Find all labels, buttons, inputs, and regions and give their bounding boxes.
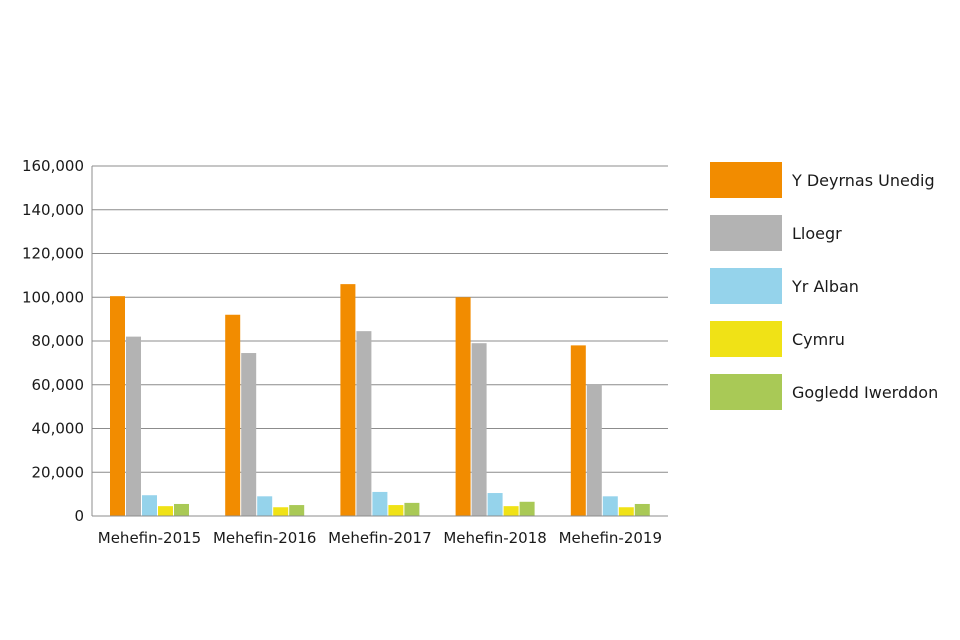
bar — [455, 297, 471, 516]
gridlines — [92, 165, 668, 473]
legend: Y Deyrnas Unedig Lloegr Yr Alban Cymru Gogle… — [710, 162, 938, 427]
y-axis-tick-labels: 0 20,000 40,000 60,000 80,000 100,000 120,000 1… — [22, 157, 84, 525]
bar — [225, 314, 241, 516]
legend-swatch — [710, 215, 782, 251]
bar — [602, 496, 618, 516]
bar — [471, 343, 487, 516]
bar — [586, 384, 602, 516]
y-tick-label: 0 — [74, 507, 84, 525]
legend-item: Gogledd Iwerddon — [710, 374, 938, 410]
legend-label: Lloegr — [792, 223, 842, 243]
bar — [404, 502, 420, 516]
legend-swatch — [710, 374, 782, 410]
bar — [273, 507, 289, 516]
x-tick-label: Mehefin-2017 — [328, 529, 431, 547]
legend-item: Cymru — [710, 321, 938, 357]
y-tick-label: 60,000 — [32, 376, 85, 394]
legend-swatch — [710, 268, 782, 304]
legend-swatch — [710, 321, 782, 357]
bar — [356, 331, 372, 516]
y-tick-label: 80,000 — [32, 332, 85, 350]
bar — [110, 296, 125, 516]
y-tick-label: 40,000 — [32, 420, 85, 438]
bar — [241, 353, 257, 516]
x-tick-label: Mehefin-2018 — [443, 529, 546, 547]
legend-label: Cymru — [792, 329, 845, 349]
bar — [142, 495, 157, 516]
bar — [487, 493, 503, 516]
legend-label: Gogledd Iwerddon — [792, 382, 939, 402]
y-tick-label: 160,000 — [22, 157, 84, 175]
legend-item: Lloegr — [710, 215, 938, 251]
x-axis-category-labels: Mehefin-2015 Mehefin-2016 Mehefin-2017 Mehe… — [98, 529, 662, 547]
x-tick-label: Mehefin-2015 — [98, 529, 201, 547]
bar — [340, 284, 356, 516]
legend-item: Yr Alban — [710, 268, 938, 304]
bar — [126, 336, 141, 516]
bar — [289, 505, 305, 516]
legend-label: Yr Alban — [792, 276, 859, 296]
bar — [174, 503, 189, 516]
y-tick-label: 120,000 — [22, 245, 84, 263]
bars — [110, 284, 650, 516]
bar — [618, 507, 634, 516]
y-tick-label: 20,000 — [32, 463, 85, 481]
y-tick-label: 140,000 — [22, 201, 84, 219]
x-tick-label: Mehefin-2019 — [559, 529, 662, 547]
bar — [372, 491, 388, 516]
axes — [91, 166, 668, 517]
legend-swatch — [710, 162, 782, 198]
bar — [570, 345, 586, 516]
bar — [503, 506, 519, 516]
bar — [257, 496, 273, 516]
bar — [388, 505, 404, 516]
bar — [634, 503, 650, 516]
bar — [158, 506, 173, 516]
legend-label: Y Deyrnas Unedig — [792, 170, 935, 190]
legend-item: Y Deyrnas Unedig — [710, 162, 938, 198]
x-tick-label: Mehefin-2016 — [213, 529, 316, 547]
y-tick-label: 100,000 — [22, 288, 84, 306]
bar — [519, 501, 535, 516]
